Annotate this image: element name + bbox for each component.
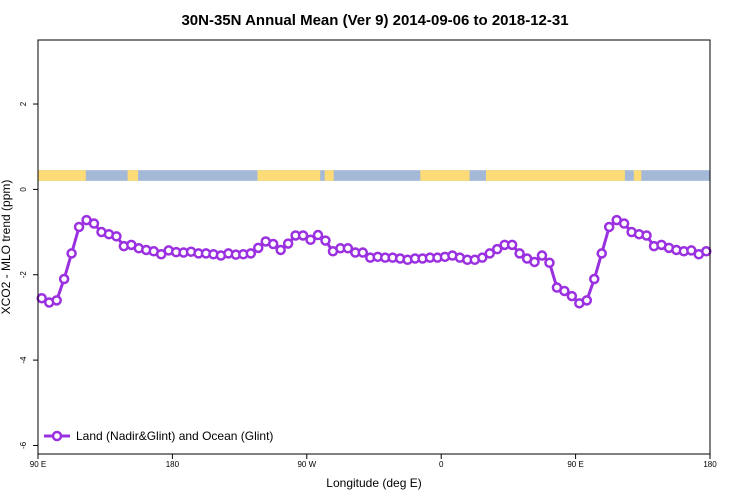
x-tick-label: 180 [703, 460, 717, 469]
x-axis: 90 E 180 90 W 0 90 E 180 [30, 454, 717, 469]
data-point [51, 295, 62, 306]
data-point [544, 257, 555, 269]
data-point [267, 238, 279, 250]
land-segment [633, 170, 642, 181]
series-layer [36, 214, 712, 309]
land-segment [257, 170, 321, 181]
legend-label: Land (Nadir&Glint) and Ocean (Glint) [76, 429, 273, 443]
land-segment [486, 170, 625, 181]
data-point [536, 250, 548, 261]
land-segment [420, 170, 470, 181]
land-segment [324, 170, 334, 181]
x-tick-label: 0 [439, 460, 444, 469]
data-point [245, 248, 257, 259]
data-point [275, 244, 286, 256]
data-point [603, 221, 615, 233]
chart-title: 30N-35N Annual Mean (Ver 9) 2014-09-06 t… [181, 12, 568, 29]
x-axis-label: Longitude (deg E) [326, 476, 421, 490]
data-point [320, 235, 331, 246]
data-point [58, 273, 70, 285]
y-tick-label: -4 [19, 356, 28, 364]
data-point [305, 234, 316, 245]
legend: Land (Nadir&Glint) and Ocean (Glint) [44, 429, 273, 443]
land-segment [127, 170, 139, 181]
data-point [253, 242, 264, 254]
y-tick-label: -6 [19, 441, 28, 449]
y-tick-label: -2 [19, 271, 28, 279]
x-tick-label: 90 W [297, 460, 316, 469]
x-tick-label: 90 E [567, 460, 583, 469]
data-point [581, 295, 593, 306]
data-point [618, 218, 630, 229]
data-point [491, 243, 503, 255]
data-point [566, 290, 578, 302]
surface-strip [38, 170, 710, 181]
data-point [589, 273, 600, 285]
y-tick-label: 2 [19, 101, 28, 106]
data-point [641, 230, 652, 241]
data-point [111, 231, 122, 242]
data-point [596, 248, 607, 259]
data-point [477, 252, 488, 263]
ocean-strip [38, 170, 710, 181]
data-point [514, 248, 525, 259]
legend-marker-swatch [51, 430, 63, 442]
data-point [297, 230, 309, 241]
data-point [312, 229, 324, 241]
data-point [66, 248, 77, 259]
y-tick-label: 0 [19, 187, 28, 192]
x-tick-label: 90 E [30, 460, 46, 469]
data-point [506, 239, 518, 251]
data-point [88, 218, 100, 229]
land-segment [38, 170, 86, 181]
plot-frame [37, 39, 711, 455]
x-tick-label: 180 [166, 460, 180, 469]
data-point [282, 238, 294, 249]
y-axis-label: XCO2 - MLO trend (ppm) [0, 180, 13, 315]
data-point [701, 246, 712, 257]
data-point [529, 256, 540, 268]
data-point [559, 285, 570, 297]
data-point [484, 248, 495, 259]
data-point [73, 221, 85, 233]
y-axis: 2 0 -2 -4 -6 [19, 101, 38, 449]
data-point [342, 243, 354, 254]
series-line [40, 218, 707, 305]
data-point [357, 247, 369, 258]
